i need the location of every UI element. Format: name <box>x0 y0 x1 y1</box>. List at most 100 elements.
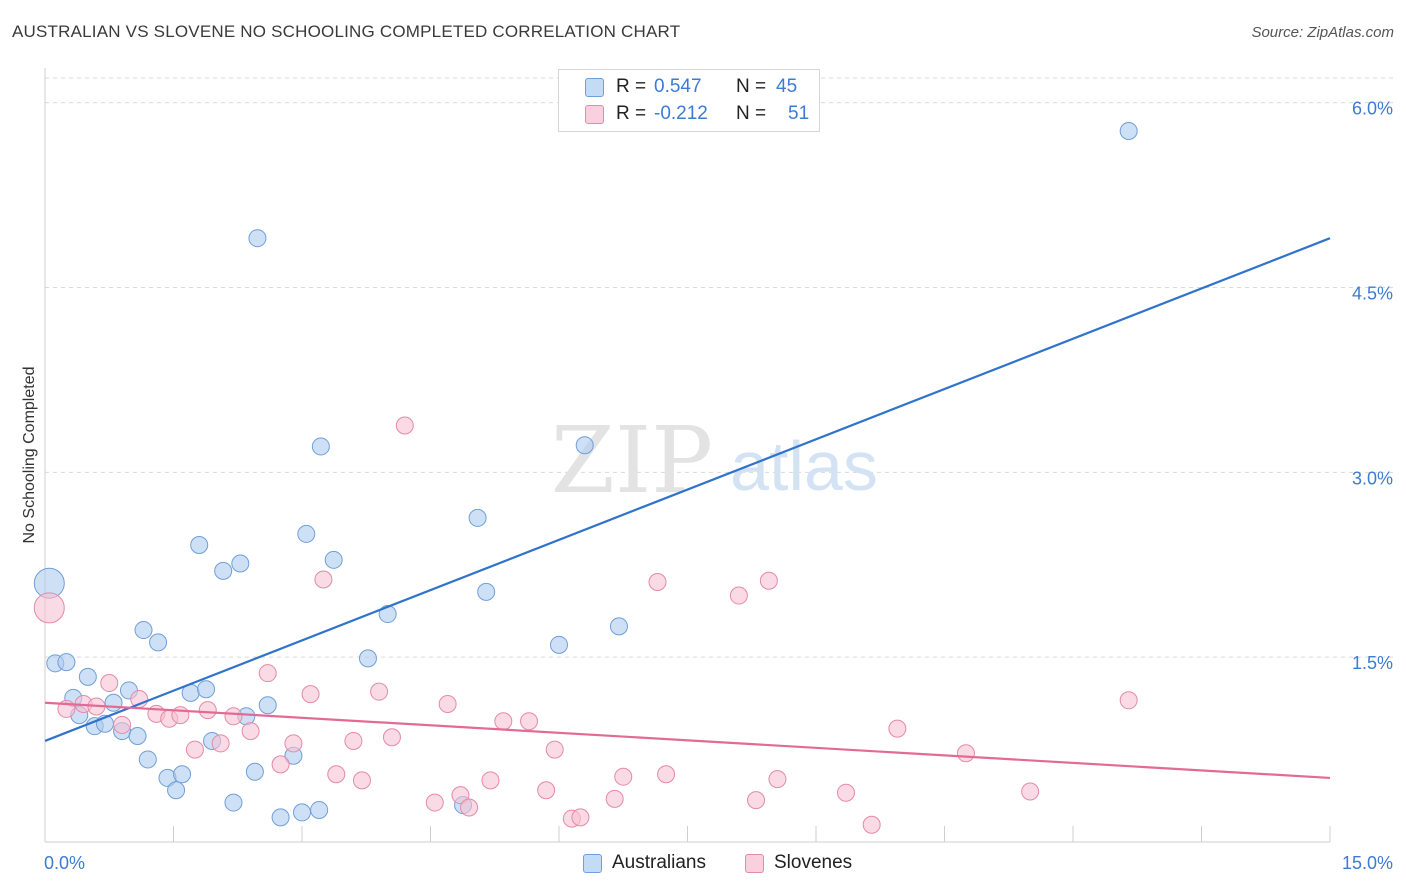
tick-labels: 1.5% 3.0% 4.5% 6.0% 0.0% 15.0% <box>44 99 1393 873</box>
australians-point <box>134 621 153 640</box>
slovenes-point <box>571 808 590 827</box>
slovenes-point <box>171 706 190 725</box>
y-tick-label: 1.5% <box>1352 653 1393 673</box>
slovenes-point <box>1021 782 1040 801</box>
slovenes-point <box>211 734 230 753</box>
legend-label-australians: Australians <box>612 852 706 873</box>
y-tick-label: 6.0% <box>1352 99 1393 119</box>
slovenes-point <box>438 694 457 713</box>
slovenes-point <box>344 731 363 750</box>
australians-swatch <box>585 77 604 97</box>
slovenes-point <box>888 719 907 738</box>
slovenes-point <box>100 674 119 693</box>
slovenes-point <box>1119 691 1138 710</box>
grid-lines <box>45 77 1395 658</box>
australians-point <box>149 633 168 652</box>
slovenes-point <box>545 740 564 759</box>
slovenes-swatch <box>745 853 764 873</box>
australians-point <box>378 605 397 624</box>
australians-point <box>231 554 250 573</box>
australians-point <box>468 508 487 527</box>
australians-point <box>271 808 290 827</box>
australians-point <box>78 667 97 686</box>
australians-point <box>190 536 209 555</box>
australians-point <box>258 696 277 715</box>
legend-item-australians[interactable]: Australians <box>583 852 706 874</box>
australians-point <box>477 582 496 601</box>
slovenes-point <box>198 701 217 720</box>
slovenes-point <box>327 765 346 784</box>
slovenes-point <box>241 722 260 741</box>
australians-point <box>57 653 76 672</box>
australians-point <box>293 803 311 822</box>
legend-label-slovenes: Slovenes <box>774 852 853 873</box>
slovenes-point <box>382 728 401 747</box>
slovenes-point <box>301 685 320 704</box>
legend-n-label: N = <box>736 76 767 97</box>
legend-item-slovenes[interactable]: Slovenes <box>745 852 852 874</box>
slovenes-point <box>451 786 470 805</box>
australians-point <box>358 649 377 668</box>
legend-n-value: 45 <box>776 76 798 97</box>
slovenes-point <box>258 664 277 683</box>
australians-point <box>167 781 186 800</box>
legend-row-slovenes: R = -0.212 N = 51 <box>559 101 809 127</box>
axes <box>44 68 1331 843</box>
series-legend: Australians Slovenes <box>0 852 1406 878</box>
slovenes-point <box>284 734 303 753</box>
legend-r-label: R = <box>616 103 647 124</box>
slovenes-point <box>425 793 444 812</box>
legend-row-australians: R = 0.547 N = 45 <box>559 74 797 100</box>
slovenes-point <box>481 771 500 790</box>
slovenes-point <box>747 791 766 810</box>
slovenes-point <box>224 707 243 726</box>
slovenes-point <box>33 592 65 624</box>
slovenes-point <box>759 571 778 590</box>
slovenes-point <box>494 712 513 731</box>
australians-point <box>197 680 216 699</box>
australians-point <box>128 727 147 746</box>
y-tick-label: 4.5% <box>1352 283 1393 303</box>
slovenes-point <box>395 416 414 435</box>
slovenes-point <box>956 744 975 763</box>
legend-n-label: N = <box>736 103 767 124</box>
slovenes-point <box>520 712 539 731</box>
y-tick-label: 3.0% <box>1352 468 1393 488</box>
slovenes-point <box>768 770 787 789</box>
australians-point <box>104 693 123 712</box>
slovenes-trend-line <box>44 701 1331 780</box>
australians-point <box>224 793 243 812</box>
legend-r-label: R = <box>616 76 647 97</box>
watermark-atlas: atlas <box>730 427 878 505</box>
slovenes-point <box>185 740 204 759</box>
correlation-legend: R = 0.547 N = 45 R = -0.212 N = 51 <box>558 69 820 132</box>
chart-title: AUSTRALIAN VS SLOVENE NO SCHOOLING COMPL… <box>12 22 681 41</box>
watermark: ZIP atlas <box>551 407 878 514</box>
australians-point <box>214 561 233 580</box>
slovenes-point <box>271 755 290 774</box>
australians-points <box>33 121 1138 827</box>
watermark-zip: ZIP <box>551 407 713 514</box>
slovenes-point <box>862 815 881 834</box>
slovenes-point <box>460 798 479 817</box>
slovenes-point <box>657 765 676 784</box>
slovenes-point <box>836 783 855 802</box>
australians-point <box>297 524 316 543</box>
slovenes-point <box>537 781 556 800</box>
australians-point <box>550 635 568 654</box>
australians-point <box>248 229 267 248</box>
slovenes-point <box>352 771 371 790</box>
australians-point <box>609 617 628 636</box>
australians-point <box>324 550 343 569</box>
slovenes-point <box>370 682 389 701</box>
australians-point <box>138 750 157 769</box>
legend-r-value: -0.212 <box>654 103 708 124</box>
australians-swatch <box>583 853 602 873</box>
slovenes-points <box>33 416 1138 834</box>
australians-point <box>575 436 594 455</box>
source-label: Source: ZipAtlas.com <box>1251 24 1394 41</box>
slovenes-point <box>314 570 333 589</box>
slovenes-point <box>648 572 667 591</box>
australians-trend-line <box>44 237 1331 742</box>
